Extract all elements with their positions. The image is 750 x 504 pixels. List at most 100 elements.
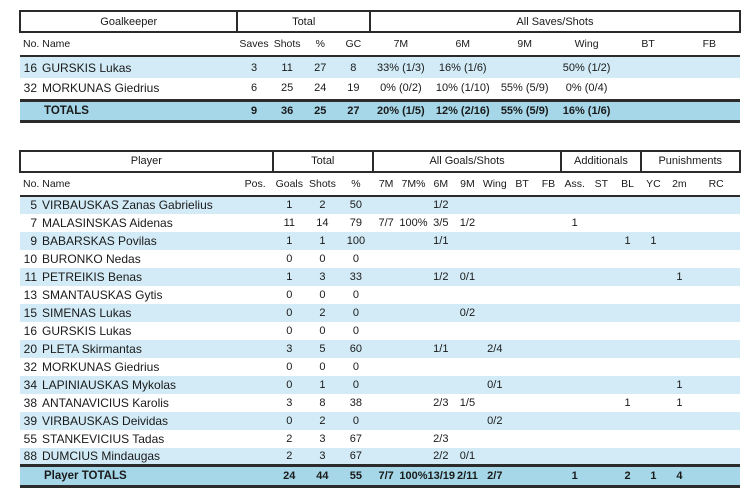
player-stats-section: Player Total All Goals/Shots Additionals Pun…	[19, 149, 742, 488]
stat-cell	[373, 376, 400, 394]
player-number: 5	[30, 198, 37, 212]
stat-cell: 0	[319, 360, 326, 373]
stat-cell	[666, 286, 692, 304]
stat-cell: 1	[676, 396, 683, 409]
stat-cell	[641, 376, 667, 394]
stat-cell: 11	[283, 216, 296, 229]
group-header: Punishments	[639, 149, 742, 173]
stat-cell	[641, 250, 667, 268]
stat-cell	[588, 196, 615, 214]
stat-cell: 3	[250, 61, 258, 74]
player-number: 20	[23, 341, 37, 356]
table-row: 5 VIRBAUSKAS Zanas Gabrielius 1 2 50 1/2	[20, 195, 740, 214]
totals-cell	[535, 464, 562, 488]
group-header-row: Player Total All Goals/Shots Additionals Pun…	[19, 149, 742, 173]
column-header: Wing	[555, 32, 618, 57]
stat-cell	[509, 196, 536, 214]
stat-cell	[588, 448, 615, 466]
stat-cell	[237, 232, 272, 250]
stat-cell	[428, 250, 455, 268]
stat-cell	[692, 448, 740, 466]
stat-cell	[535, 448, 561, 466]
stat-cell: 3	[319, 270, 326, 283]
stat-cell	[237, 412, 272, 430]
stat-cell: 1	[286, 270, 293, 283]
stat-cell	[561, 322, 588, 340]
stat-cell	[535, 304, 561, 322]
totals-cell: 36	[270, 98, 304, 123]
totals-cell: 2/7	[480, 464, 509, 488]
totals-row: Player TOTALS 24 44 55 7/7 100% 13/19 2/11 2/7 1 2…	[20, 464, 740, 488]
stat-cell	[535, 268, 561, 286]
stat-cell	[373, 340, 400, 358]
stat-cell	[535, 340, 561, 358]
stat-cell: 1	[624, 234, 631, 247]
column-header: No. Name	[20, 32, 238, 57]
stat-cell: 0% (0/4)	[565, 82, 608, 95]
column-header: Shots	[305, 171, 339, 197]
stat-cell	[373, 430, 400, 448]
totals-cell: 55	[338, 464, 373, 488]
stat-cell	[509, 232, 536, 250]
stat-cell	[509, 304, 536, 322]
stat-cell	[509, 412, 536, 430]
stat-cell: 0	[319, 324, 326, 337]
stat-cell	[399, 196, 427, 214]
stat-cell	[237, 268, 272, 286]
column-header: FB	[535, 171, 562, 197]
totals-cell: 13/19	[427, 464, 455, 488]
name-cell: 15 SIMENAS Lukas	[20, 304, 237, 322]
stat-cell: 100	[346, 234, 366, 247]
stat-cell: 14	[316, 216, 329, 229]
stat-cell	[666, 232, 692, 250]
stat-cell: 27	[314, 61, 327, 74]
goalkeeper-table-totals: TOTALS 9 36 25 27 20% (1/5) 12% (2/16) 55% (5/9…	[20, 98, 740, 123]
totals-cell: 4	[666, 464, 693, 488]
stat-cell: 2	[319, 306, 326, 319]
column-header: BT	[617, 32, 679, 57]
name-cell: 16 GURSKIS Lukas	[20, 322, 237, 340]
column-header: Goals	[272, 171, 306, 197]
stat-cell: 3	[319, 449, 326, 462]
stat-cell	[535, 214, 561, 232]
column-header: No. Name	[20, 171, 238, 197]
stat-cell	[481, 286, 509, 304]
totals-cell: 16% (1/6)	[555, 98, 618, 123]
stat-cell	[454, 412, 481, 430]
stat-cell: 0	[352, 324, 359, 337]
stat-cell	[692, 412, 740, 430]
stat-cell	[615, 268, 641, 286]
table-row: 88 DUMCIUS Mindaugas 2 3 67 2/2 0/1	[20, 447, 740, 466]
stat-cell	[454, 340, 481, 358]
stat-cell: 0/1	[487, 378, 503, 391]
stat-cell	[509, 358, 536, 376]
stat-cell	[535, 358, 561, 376]
stat-cell	[692, 322, 740, 340]
stat-cell: 16% (1/6)	[438, 61, 487, 74]
stat-cell: 1	[286, 199, 293, 211]
stat-cell: 2/4	[487, 342, 503, 355]
column-header: 7M	[372, 171, 400, 197]
stat-cell	[588, 268, 615, 286]
totals-row: TOTALS 9 36 25 27 20% (1/5) 12% (2/16) 55% (5/9…	[20, 98, 740, 123]
stat-cell	[588, 232, 615, 250]
name-cell: 13 SMANTAUSKAS Gytis	[20, 286, 237, 304]
table-row: 13 SMANTAUSKAS Gytis 0 0 0	[20, 286, 740, 304]
stat-cell	[561, 358, 588, 376]
stat-cell	[641, 304, 667, 322]
stat-cell	[666, 340, 692, 358]
stat-cell: 1	[319, 378, 326, 391]
name-cell: 32 MORKUNAS Giedrius	[20, 78, 237, 100]
stat-cell: 2	[319, 414, 326, 427]
player-number: 13	[23, 287, 37, 302]
stat-cell: 2/2	[433, 449, 449, 462]
stat-cell: 50	[349, 199, 362, 211]
player-number: 16	[23, 60, 37, 75]
stat-cell	[535, 232, 561, 250]
name-cell: 7 MALASINSKAS Aidenas	[20, 214, 237, 232]
name-cell: 20 PLETA Skirmantas	[20, 340, 237, 358]
stat-cell: 50% (1/2)	[562, 61, 611, 74]
stat-cell	[509, 214, 536, 232]
stat-cell	[373, 250, 400, 268]
column-header: FB	[678, 32, 740, 57]
